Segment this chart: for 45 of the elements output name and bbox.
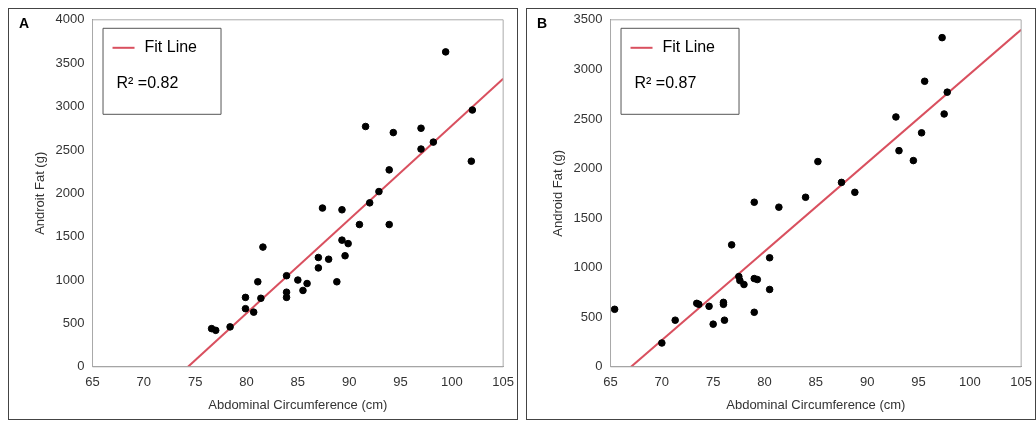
annotation: R² =0.82 [116, 74, 179, 92]
x-tick-label: 90 [341, 374, 357, 390]
y-tick-label: 1000 [573, 259, 603, 275]
x-tick-label: 100 [958, 374, 981, 390]
y-tick-label: 0 [595, 358, 603, 374]
x-tick-label: 80 [757, 374, 772, 390]
y-axis-title: Android Fat (g) [550, 149, 566, 237]
x-tick-label: 105 [492, 374, 515, 390]
y-tick-label: 1500 [573, 209, 603, 225]
y-tick-label: 4000 [55, 11, 85, 27]
y-tick-label: 0 [77, 358, 85, 374]
x-tick-label: 80 [239, 374, 254, 390]
x-tick-label: 70 [136, 374, 152, 390]
y-tick-label: 500 [580, 308, 603, 324]
y-tick-label: 2500 [573, 110, 603, 126]
x-tick-label: 85 [290, 374, 306, 390]
x-tick-label: 65 [603, 374, 618, 390]
x-tick-label: 75 [187, 374, 203, 390]
y-tick-label: 2000 [55, 184, 85, 200]
x-tick-label: 100 [440, 374, 463, 390]
y-tick-label: 3500 [573, 11, 603, 27]
legend-label: Fit Line [662, 38, 716, 56]
y-tick-label: 1000 [55, 271, 85, 287]
legend-label: Fit Line [144, 38, 198, 56]
x-tick-label: 75 [705, 374, 721, 390]
y-tick-label: 3000 [55, 98, 85, 114]
y-tick-label: 3500 [55, 54, 85, 70]
annotation: R² =0.87 [634, 74, 697, 92]
x-axis-title: Abdominal Circumference (cm) [208, 396, 388, 412]
y-tick-label: 1500 [55, 228, 85, 244]
x-tick-label: 70 [654, 374, 670, 390]
y-tick-label: 2000 [573, 160, 603, 176]
y-axis-title: Androit Fat (g) [32, 151, 48, 235]
chart-title: A [19, 14, 30, 31]
y-tick-label: 500 [62, 315, 85, 330]
x-tick-label: 105 [1010, 374, 1033, 390]
x-axis-title: Abdominal Circumference (cm) [726, 396, 906, 412]
x-tick-label: 95 [393, 374, 408, 390]
chart-title: B [537, 14, 548, 31]
x-tick-label: 95 [911, 374, 926, 390]
x-tick-label: 65 [85, 374, 100, 390]
x-tick-label: 90 [859, 374, 875, 390]
y-tick-label: 3000 [573, 60, 603, 76]
y-tick-label: 2500 [55, 141, 85, 157]
x-tick-label: 85 [808, 374, 824, 390]
